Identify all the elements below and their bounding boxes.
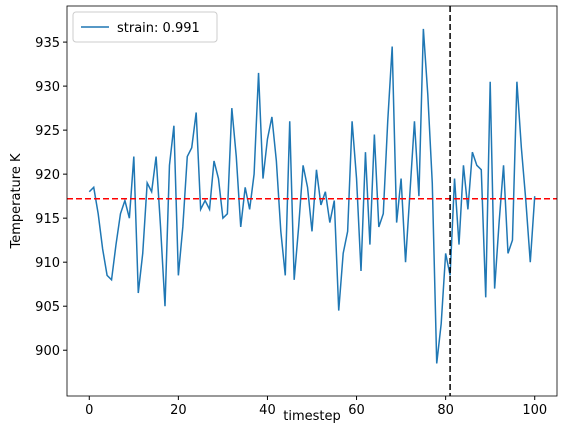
y-tick-label: 930 [35,80,60,95]
axes-frame [66,5,558,397]
legend-box [72,11,218,43]
y-axis-label: Temperature K [9,153,24,249]
y-tick-label: 900 [35,344,60,359]
data-line [88,28,536,364]
x-tick-label: 20 [170,403,187,418]
x-tick-label: 80 [437,403,454,418]
legend-label: strain: 0.991 [117,21,200,36]
x-tick-label: 40 [259,403,276,418]
x-axis-label: timestep [283,409,341,424]
y-tick-label: 910 [35,256,60,271]
x-tick-label: 0 [85,403,93,418]
y-tick-label: 935 [35,36,60,51]
y-tick-label: 915 [35,212,60,227]
x-tick-label: 60 [348,403,365,418]
x-tick-label: 100 [522,403,547,418]
y-tick-label: 905 [35,300,60,315]
y-tick-label: 925 [35,124,60,139]
y-tick-label: 920 [35,168,60,183]
